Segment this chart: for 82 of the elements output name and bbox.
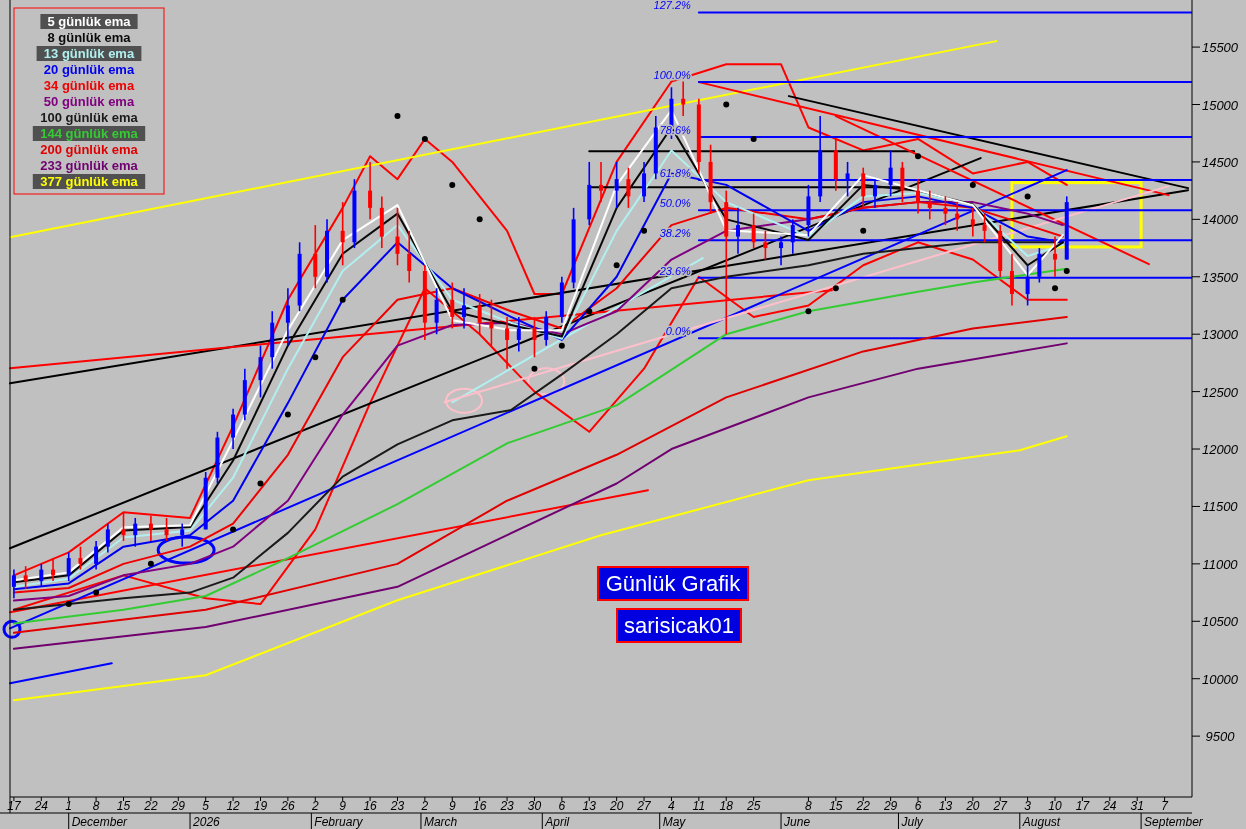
text: September bbox=[1144, 815, 1204, 829]
y-tick-label: 12500 bbox=[1201, 384, 1239, 400]
x-tick-label: 11 bbox=[692, 799, 706, 813]
x-tick-label: 26 bbox=[280, 799, 295, 813]
y-tick-label: 14500 bbox=[1201, 154, 1239, 170]
y-tick-label: 15500 bbox=[1201, 40, 1239, 56]
text: December bbox=[71, 815, 129, 829]
text: 50 günlük ema bbox=[43, 94, 135, 109]
x-tick-label: 6 bbox=[914, 799, 922, 813]
x-tick-label: 8 bbox=[92, 799, 100, 813]
text: February bbox=[314, 815, 364, 829]
x-tick-label: 27 bbox=[636, 799, 653, 813]
x-tick-label: 6 bbox=[558, 799, 566, 813]
x-tick-label: 3 bbox=[1024, 799, 1032, 813]
x-tick-label: 1 bbox=[65, 799, 73, 813]
text: 144 günlük ema bbox=[40, 126, 139, 141]
x-tick-label: 15 bbox=[116, 799, 131, 813]
x-tick-label: 13 bbox=[938, 799, 953, 813]
x-tick-label: 18 bbox=[719, 799, 734, 813]
x-tick-label: 9 bbox=[448, 799, 456, 813]
annotation: Günlük Grafik bbox=[605, 571, 742, 596]
text: April bbox=[544, 815, 570, 829]
text: May bbox=[662, 815, 687, 829]
y-tick-label: 15000 bbox=[1201, 97, 1239, 113]
x-tick-label: 23 bbox=[499, 799, 515, 813]
text: 13 günlük ema bbox=[43, 46, 135, 61]
x-tick-label: 4 bbox=[668, 799, 676, 813]
x-tick-label: 16 bbox=[363, 799, 378, 813]
x-tick-label: 31 bbox=[1130, 799, 1144, 813]
x-tick-label: 22 bbox=[855, 799, 871, 813]
y-tick-label: 13000 bbox=[1201, 327, 1239, 343]
x-tick-label: 7 bbox=[1161, 799, 1170, 813]
text: 8 günlük ema bbox=[47, 30, 132, 45]
text: 200 günlük ema bbox=[40, 142, 139, 157]
x-tick-label: 19 bbox=[253, 799, 268, 813]
x-tick-label: 13 bbox=[582, 799, 597, 813]
annotation: sarisicak01 bbox=[623, 613, 735, 638]
text: 20 günlük ema bbox=[43, 62, 135, 77]
x-tick-label: 2 bbox=[310, 799, 319, 813]
x-tick-label: 24 bbox=[1102, 799, 1117, 813]
x-tick-label: 17 bbox=[7, 799, 22, 813]
text: 100 günlük ema bbox=[40, 110, 139, 125]
series-label: 127.2% bbox=[653, 0, 692, 12]
x-tick-label: 25 bbox=[745, 799, 761, 813]
text: 5 günlük ema bbox=[47, 14, 132, 29]
x-tick-label: 20 bbox=[965, 799, 980, 813]
y-tick-label: 10500 bbox=[1201, 614, 1239, 630]
x-tick-label: 8 bbox=[805, 799, 813, 813]
text: 233 günlük ema bbox=[40, 158, 139, 173]
series-label: 61.8% bbox=[659, 166, 692, 179]
x-tick-label: 9 bbox=[339, 799, 347, 813]
x-tick-label: 12 bbox=[226, 799, 241, 813]
series-label: 100.0% bbox=[653, 69, 692, 82]
text: 2026 bbox=[192, 815, 221, 829]
x-tick-label: 15 bbox=[829, 799, 843, 813]
x-tick-label: 5 bbox=[202, 799, 210, 813]
x-tick-label: 24 bbox=[33, 799, 49, 813]
y-tick-label: 10000 bbox=[1201, 671, 1239, 687]
x-tick-label: 23 bbox=[389, 799, 405, 813]
y-tick-label: 14000 bbox=[1201, 212, 1239, 228]
x-tick-label: 30 bbox=[527, 799, 542, 813]
y-tick-label: 13500 bbox=[1201, 269, 1239, 285]
text: July bbox=[900, 815, 924, 829]
text: June bbox=[783, 815, 811, 829]
x-tick-label: 2 bbox=[420, 799, 429, 813]
x-tick-label: 22 bbox=[143, 799, 158, 813]
x-tick-label: 29 bbox=[170, 799, 186, 813]
y-tick-label: 9500 bbox=[1205, 729, 1236, 745]
text: 377 günlük ema bbox=[40, 174, 139, 189]
y-tick-label: 11000 bbox=[1202, 556, 1239, 572]
y-tick-label: 11500 bbox=[1202, 499, 1239, 515]
text: 34 günlük ema bbox=[43, 78, 135, 93]
x-tick-label: 16 bbox=[472, 799, 487, 813]
y-tick-label: 12000 bbox=[1201, 442, 1239, 458]
x-tick-label: 29 bbox=[882, 799, 898, 813]
x-tick-label: 20 bbox=[608, 799, 624, 813]
x-tick-label: 27 bbox=[992, 799, 1009, 813]
x-tick-label: 17 bbox=[1075, 799, 1091, 813]
series-label: 50.0% bbox=[659, 197, 692, 210]
text: August bbox=[1021, 815, 1061, 829]
x-tick-label: 10 bbox=[1048, 799, 1063, 813]
text: March bbox=[423, 815, 458, 829]
